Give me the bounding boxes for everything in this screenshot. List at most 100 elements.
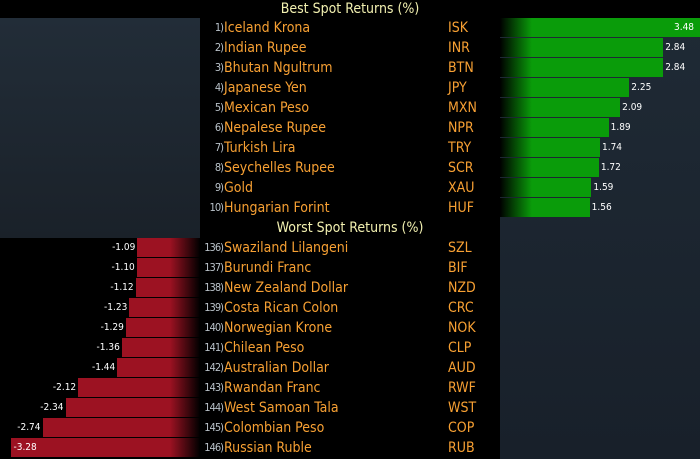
currency-code: SZL: [448, 240, 472, 256]
negative-bar: [11, 438, 200, 457]
rank-label: 143): [204, 381, 224, 394]
currency-name: Mexican Peso: [224, 100, 310, 116]
positive-bar: [500, 18, 700, 37]
bar-value-label: 1.89: [610, 122, 631, 133]
rank-label: 144): [204, 401, 224, 414]
bar-value-label: -1.44: [91, 362, 116, 373]
table-row: 142) Australian Dollar AUD: [200, 358, 500, 378]
table-row: 2) Indian Rupee INR: [200, 38, 500, 58]
table-row: 4) Japanese Yen JPY: [200, 78, 500, 98]
table-row: 1) Iceland Krona ISK: [200, 18, 500, 38]
rank-label: 136): [204, 241, 224, 254]
bar-value-label: -1.36: [96, 342, 120, 353]
bar-value-label: 1.74: [602, 142, 623, 153]
currency-code: XAU: [448, 180, 475, 196]
rank-label: 2): [214, 41, 224, 54]
table-row: 143) Rwandan Franc RWF: [200, 378, 500, 398]
currency-name: Norwegian Krone: [224, 320, 333, 336]
bar-value-label: -2.12: [52, 382, 77, 393]
currency-code: CRC: [448, 300, 474, 316]
bar-value-label: -3.28: [13, 442, 37, 453]
currency-name: Rwandan Franc: [224, 380, 321, 396]
rank-label: 142): [204, 361, 224, 374]
currency-code: INR: [448, 40, 470, 56]
table-row: 138) New Zealand Dollar NZD: [200, 278, 500, 298]
left-background-panel: [0, 18, 200, 238]
rank-label: 9): [214, 181, 224, 194]
table-row: 146) Russian Ruble RUB: [200, 438, 500, 458]
bar-value-label: 2.25: [631, 82, 652, 93]
negative-bar: [42, 418, 200, 437]
bar-value-label: 1.72: [600, 162, 621, 173]
currency-code: NOK: [448, 320, 476, 336]
table-row: 10) Hungarian Forint HUF: [200, 198, 500, 218]
rank-label: 8): [214, 161, 224, 174]
rank-label: 140): [204, 321, 224, 334]
bar-value-label: 2.84: [665, 42, 686, 53]
positive-bar: [500, 138, 600, 157]
bar-value-label: -2.34: [40, 402, 64, 413]
table-row: 140) Norwegian Krone NOK: [200, 318, 500, 338]
currency-code: SCR: [448, 160, 474, 176]
bar-value-label: 1.56: [591, 202, 612, 213]
positive-bar: [500, 58, 664, 77]
negative-bar: [78, 378, 200, 397]
table-row: 9) Gold XAU: [200, 178, 500, 198]
currency-name: Indian Rupee: [224, 40, 307, 56]
table-row: 5) Mexican Peso MXN: [200, 98, 500, 118]
currency-name: Nepalese Rupee: [224, 120, 327, 136]
currency-code: BIF: [448, 260, 468, 276]
best-returns-title: Best Spot Returns (%): [280, 1, 420, 17]
currency-name: Japanese Yen: [224, 80, 307, 96]
rank-label: 6): [214, 121, 224, 134]
negative-bar: [125, 318, 200, 337]
currency-name: Turkish Lira: [224, 140, 296, 156]
table-row: 136) Swaziland Lilangeni SZL: [200, 238, 500, 258]
rank-label: 137): [204, 261, 224, 274]
table-row: 7) Turkish Lira TRY: [200, 138, 500, 158]
currency-code: AUD: [448, 360, 476, 376]
currency-code: COP: [448, 420, 475, 436]
currency-code: ISK: [448, 20, 468, 36]
worst-returns-title: Worst Spot Returns (%): [276, 220, 424, 236]
currency-code: NPR: [448, 120, 474, 136]
currency-name: Bhutan Ngultrum: [224, 60, 333, 76]
positive-bar: [500, 98, 621, 117]
negative-bar: [129, 298, 200, 317]
rank-label: 3): [214, 61, 224, 74]
bar-value-label: -1.29: [100, 322, 124, 333]
currency-name: Costa Rican Colon: [224, 300, 339, 316]
currency-name: Chilean Peso: [224, 340, 305, 356]
currency-code: BTN: [448, 60, 474, 76]
currency-code: CLP: [448, 340, 472, 356]
currency-name: Iceland Krona: [224, 20, 311, 36]
bar-value-label: -1.23: [104, 302, 128, 313]
table-row: 6) Nepalese Rupee NPR: [200, 118, 500, 138]
bar-value-label: -2.74: [17, 422, 41, 433]
currency-name: New Zealand Dollar: [224, 280, 349, 296]
bar-value-label: -1.09: [112, 242, 136, 253]
negative-bar: [137, 238, 200, 257]
currency-name: Hungarian Forint: [224, 200, 330, 216]
bar-value-label: -1.12: [110, 282, 134, 293]
table-row: 145) Colombian Peso COP: [200, 418, 500, 438]
bar-value-label: 2.09: [622, 102, 643, 113]
currency-name: Gold: [224, 180, 253, 196]
table-row: 141) Chilean Peso CLP: [200, 338, 500, 358]
rank-label: 138): [204, 281, 224, 294]
currency-name: Colombian Peso: [224, 420, 325, 436]
negative-bar: [135, 278, 200, 297]
rank-label: 146): [204, 441, 224, 454]
positive-bar: [500, 178, 592, 197]
rank-label: 1): [214, 21, 224, 34]
currency-name: Australian Dollar: [224, 360, 329, 376]
table-row: 144) West Samoan Tala WST: [200, 398, 500, 418]
bar-value-label: 3.48: [674, 22, 695, 33]
currency-code: RUB: [448, 440, 475, 456]
positive-bar: [500, 198, 590, 217]
positive-bar: [500, 118, 609, 137]
rank-label: 141): [204, 341, 224, 354]
currency-code: MXN: [448, 100, 477, 116]
currency-code: NZD: [448, 280, 476, 296]
bar-value-label: 2.84: [665, 62, 686, 73]
